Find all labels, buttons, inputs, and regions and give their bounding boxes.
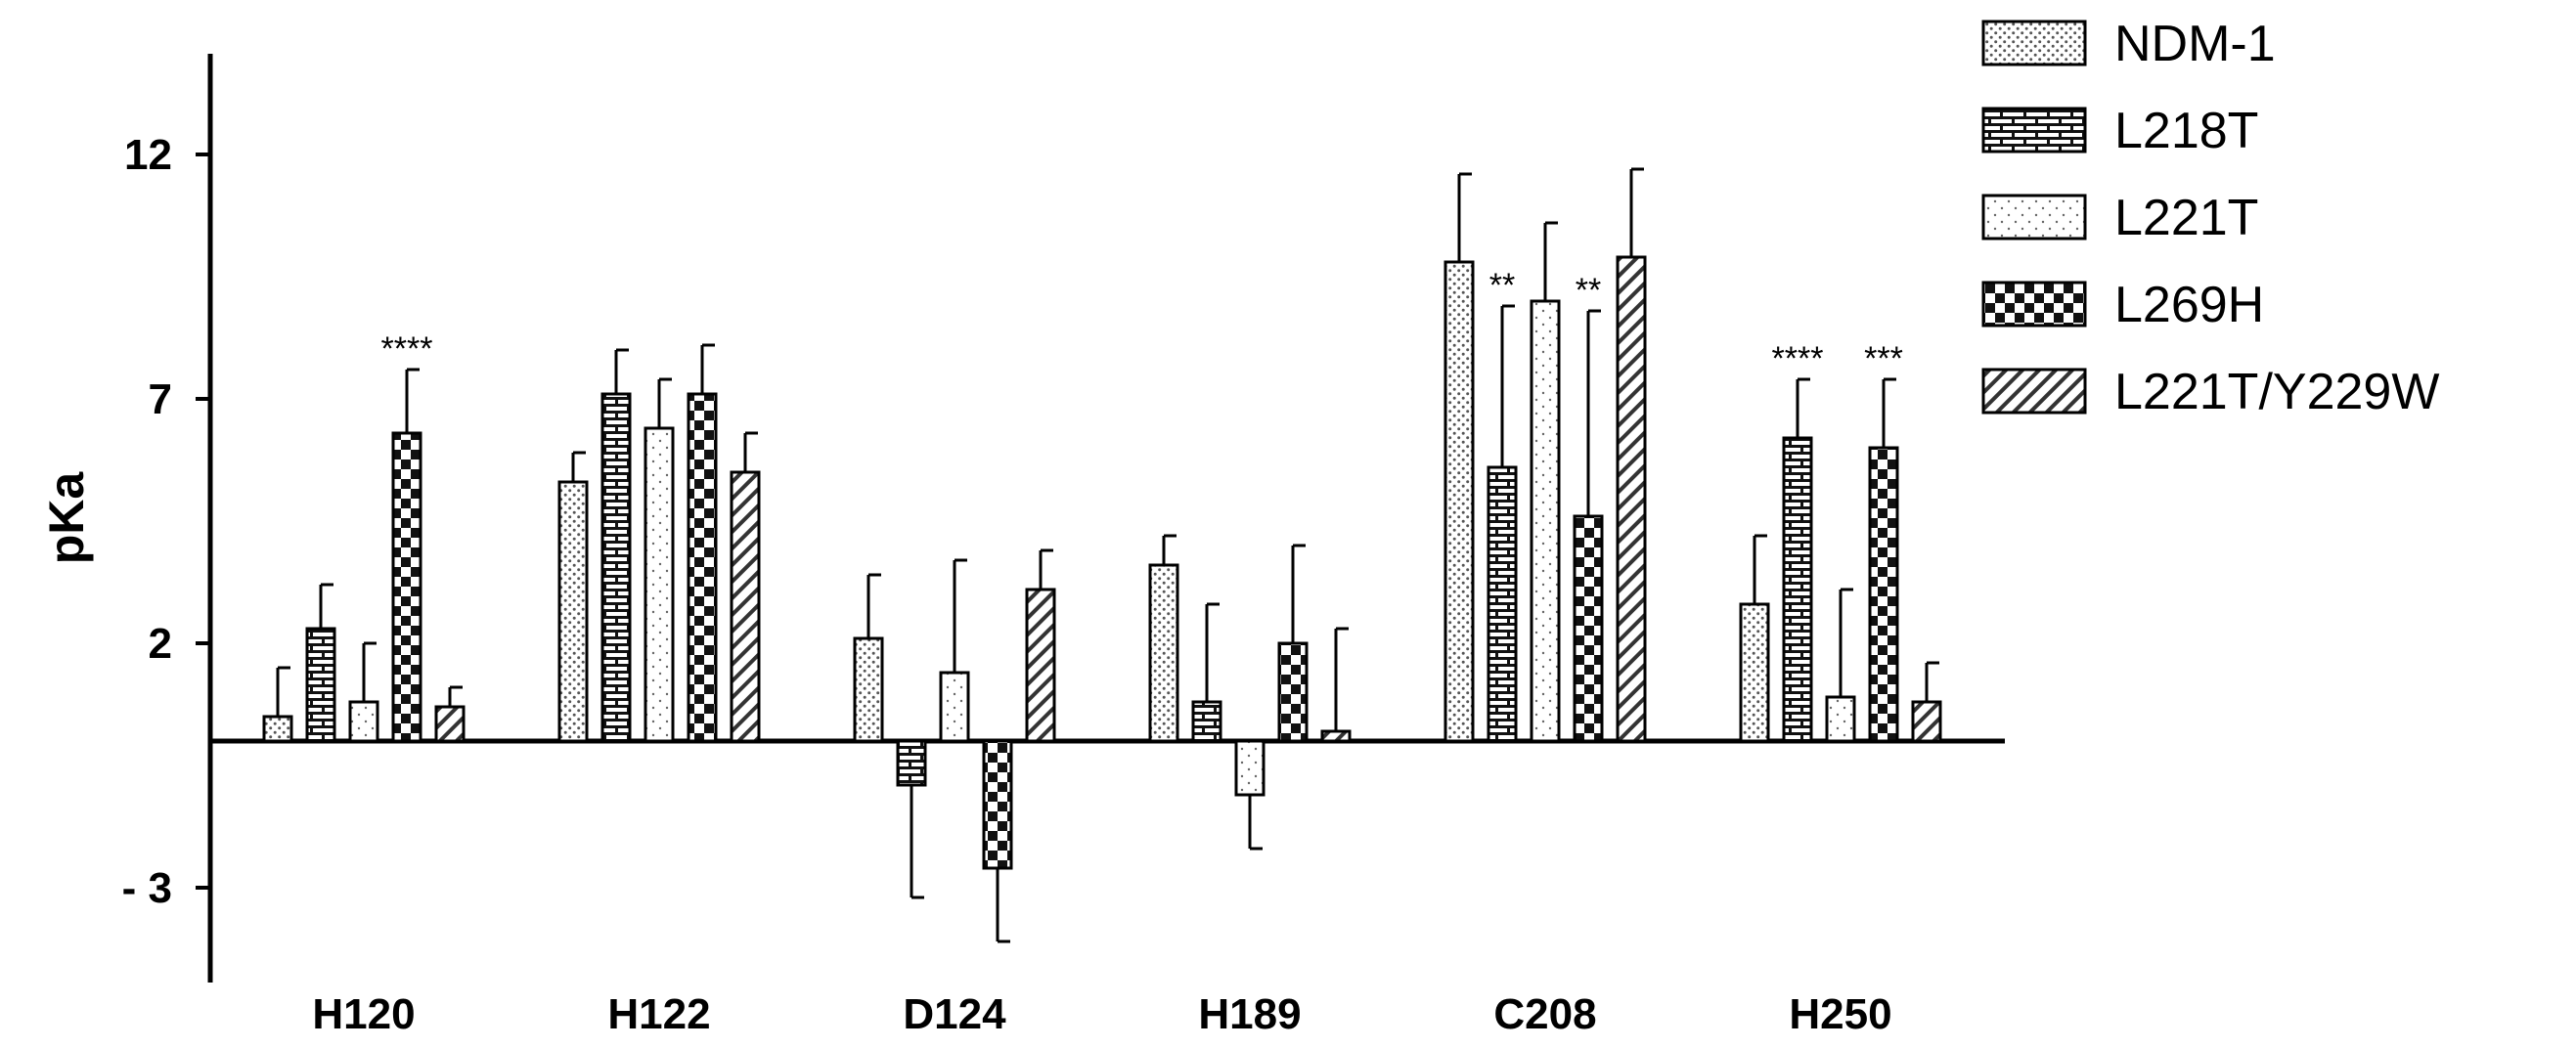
bar [1487, 465, 1518, 743]
bar [1825, 695, 1856, 743]
legend-label: L269H [2114, 277, 2264, 333]
y-tick-label: 12 [124, 131, 172, 179]
bar [434, 705, 466, 743]
bar [557, 480, 589, 743]
bar [853, 636, 884, 743]
legend-swatch [1981, 368, 2087, 415]
bar [391, 431, 422, 743]
category-label: H120 [312, 990, 415, 1038]
legend-swatch [1981, 107, 2087, 153]
category-label: H122 [607, 990, 710, 1038]
significance-annotations: ****** ****** *** [381, 267, 1903, 377]
bar [1868, 446, 1899, 743]
bar [730, 470, 761, 743]
legend-label: L221T [2114, 190, 2258, 246]
y-tick-label: 2 [149, 620, 172, 668]
bar [1148, 563, 1179, 743]
bars [262, 255, 1942, 870]
bar [1573, 514, 1604, 743]
bar [687, 392, 718, 743]
axes [207, 54, 2005, 983]
bar [1739, 602, 1770, 743]
category-label: C208 [1493, 990, 1596, 1038]
bar [348, 700, 379, 743]
category-label: H189 [1198, 990, 1301, 1038]
bar [896, 739, 927, 787]
bar [600, 392, 632, 743]
y-ticks: 12 7 2 - 3 [122, 131, 212, 912]
significance-label: ** [1489, 267, 1515, 304]
bar [1234, 739, 1266, 797]
bar [1191, 700, 1222, 743]
bar [982, 739, 1013, 870]
bar [1025, 588, 1056, 743]
y-tick-label: - 3 [122, 864, 172, 912]
bar [1277, 641, 1309, 743]
significance-label: **** [1772, 340, 1824, 377]
y-tick-label: 7 [149, 375, 172, 423]
y-axis-title: pKa [39, 471, 94, 565]
category-labels: H120 H122 D124 H189 C208 H250 [312, 990, 1891, 1038]
category-label: D124 [903, 990, 1006, 1038]
legend: NDM-1 L218T L221T L269H L221T/Y229W [1981, 16, 2439, 420]
bar [1443, 260, 1475, 743]
bar [1616, 255, 1647, 743]
error-bars [276, 167, 1939, 943]
bar [1530, 299, 1561, 743]
bar [305, 627, 336, 743]
legend-label: L218T [2114, 103, 2258, 159]
legend-swatch [1981, 281, 2087, 328]
bar [1320, 729, 1352, 743]
bar [939, 671, 970, 743]
bar [1782, 436, 1813, 743]
legend-label: NDM-1 [2114, 16, 2276, 72]
legend-swatch [1981, 20, 2087, 66]
bar [1911, 700, 1942, 743]
bar [644, 426, 675, 743]
bar [262, 715, 293, 743]
significance-label: **** [381, 330, 433, 368]
legend-swatch [1981, 194, 2087, 240]
significance-label: ** [1576, 272, 1601, 309]
significance-label: *** [1864, 340, 1903, 377]
legend-label: L221T/Y229W [2114, 364, 2439, 420]
category-label: H250 [1789, 990, 1891, 1038]
